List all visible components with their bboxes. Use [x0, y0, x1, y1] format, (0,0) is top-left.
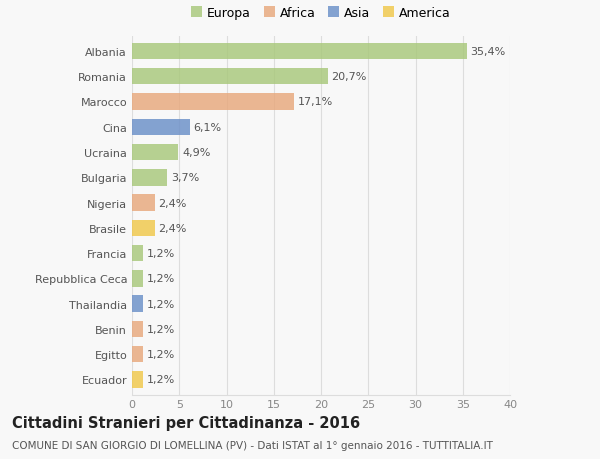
Bar [132, 246, 143, 262]
Bar [132, 170, 167, 186]
Text: 20,7%: 20,7% [331, 72, 367, 82]
Text: 1,2%: 1,2% [147, 274, 175, 284]
Bar [132, 371, 143, 388]
Bar [132, 270, 143, 287]
Text: 2,4%: 2,4% [158, 224, 187, 233]
Text: COMUNE DI SAN GIORGIO DI LOMELLINA (PV) - Dati ISTAT al 1° gennaio 2016 - TUTTIT: COMUNE DI SAN GIORGIO DI LOMELLINA (PV) … [12, 440, 493, 450]
Bar [132, 321, 143, 337]
Bar [132, 195, 155, 211]
Bar [132, 296, 143, 312]
Text: 1,2%: 1,2% [147, 249, 175, 258]
Bar [132, 145, 178, 161]
Legend: Europa, Africa, Asia, America: Europa, Africa, Asia, America [186, 2, 456, 25]
Text: 17,1%: 17,1% [298, 97, 332, 107]
Text: 35,4%: 35,4% [470, 47, 506, 57]
Text: 1,2%: 1,2% [147, 324, 175, 334]
Text: 6,1%: 6,1% [193, 123, 221, 133]
Bar [132, 94, 293, 111]
Text: 1,2%: 1,2% [147, 299, 175, 309]
Bar [132, 346, 143, 363]
Text: 1,2%: 1,2% [147, 375, 175, 385]
Text: Cittadini Stranieri per Cittadinanza - 2016: Cittadini Stranieri per Cittadinanza - 2… [12, 415, 360, 431]
Bar [132, 69, 328, 85]
Bar [132, 119, 190, 136]
Bar [132, 220, 155, 236]
Text: 1,2%: 1,2% [147, 349, 175, 359]
Text: 4,9%: 4,9% [182, 148, 211, 158]
Text: 2,4%: 2,4% [158, 198, 187, 208]
Text: 3,7%: 3,7% [171, 173, 199, 183]
Bar [132, 44, 467, 60]
